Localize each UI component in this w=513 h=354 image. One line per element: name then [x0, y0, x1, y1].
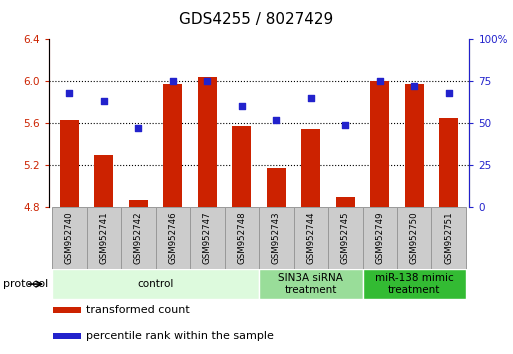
Bar — [363, 269, 466, 299]
Text: transformed count: transformed count — [86, 306, 189, 315]
Bar — [225, 207, 259, 269]
Bar — [431, 207, 466, 269]
Bar — [155, 207, 190, 269]
Point — [410, 83, 418, 89]
Bar — [397, 207, 431, 269]
Bar — [163, 84, 182, 207]
Bar — [52, 269, 259, 299]
Text: control: control — [137, 279, 174, 289]
Text: GSM952740: GSM952740 — [65, 212, 74, 264]
Text: percentile rank within the sample: percentile rank within the sample — [86, 331, 273, 341]
Bar — [336, 196, 355, 207]
Bar — [232, 126, 251, 207]
Bar — [370, 81, 389, 207]
Bar — [405, 84, 424, 207]
Bar — [190, 207, 225, 269]
Bar — [293, 207, 328, 269]
Text: GSM952746: GSM952746 — [168, 212, 177, 264]
Text: GSM952748: GSM952748 — [238, 212, 246, 264]
Point — [307, 95, 315, 101]
Bar — [121, 207, 155, 269]
Point — [169, 78, 177, 84]
Bar — [129, 200, 148, 207]
Text: GSM952743: GSM952743 — [272, 212, 281, 264]
Bar — [53, 333, 81, 339]
Text: GSM952745: GSM952745 — [341, 212, 350, 264]
Bar — [267, 168, 286, 207]
Point — [203, 78, 211, 84]
Bar — [94, 155, 113, 207]
Bar — [301, 129, 320, 207]
Text: GSM952750: GSM952750 — [410, 212, 419, 264]
Bar — [60, 120, 79, 207]
Bar — [259, 269, 363, 299]
Text: GSM952742: GSM952742 — [134, 212, 143, 264]
Text: GSM952744: GSM952744 — [306, 212, 315, 264]
Bar — [87, 207, 121, 269]
Text: GSM952749: GSM952749 — [375, 212, 384, 264]
Bar — [259, 207, 293, 269]
Point — [341, 122, 349, 127]
Point — [238, 103, 246, 109]
Point — [376, 78, 384, 84]
Text: miR-138 mimic
treatment: miR-138 mimic treatment — [375, 273, 453, 295]
Point — [65, 90, 73, 96]
Text: protocol: protocol — [3, 279, 48, 289]
Text: SIN3A siRNA
treatment: SIN3A siRNA treatment — [279, 273, 343, 295]
Text: GSM952747: GSM952747 — [203, 212, 212, 264]
Text: GSM952751: GSM952751 — [444, 212, 453, 264]
Bar — [439, 118, 458, 207]
Bar — [198, 77, 217, 207]
Bar — [53, 307, 81, 313]
Bar — [52, 207, 87, 269]
Text: GDS4255 / 8027429: GDS4255 / 8027429 — [180, 12, 333, 27]
Point — [134, 125, 143, 131]
Bar — [363, 207, 397, 269]
Bar — [328, 207, 363, 269]
Point — [100, 98, 108, 104]
Text: GSM952741: GSM952741 — [100, 212, 108, 264]
Point — [272, 117, 281, 122]
Point — [445, 90, 453, 96]
